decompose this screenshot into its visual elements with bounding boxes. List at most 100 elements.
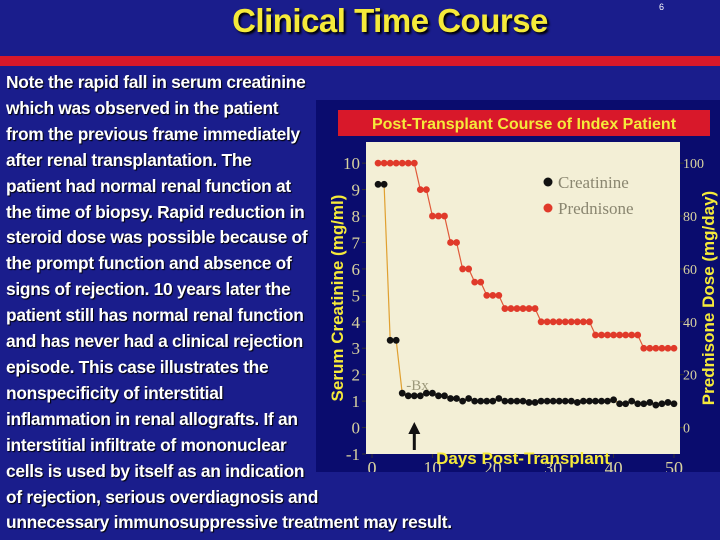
chart-figure: Post-Transplant Course of Index Patient … — [316, 100, 720, 472]
annotation-label: -Bx — [406, 378, 429, 394]
y2-tick-label: 40 — [683, 316, 697, 331]
creatinine-point — [483, 397, 491, 405]
page-number: 6 — [658, 2, 664, 12]
body-line: steroid dose was possible because of — [6, 227, 308, 248]
body-line: after renal transplantation. The — [6, 149, 252, 170]
creatinine-point — [477, 397, 485, 405]
y-tick-label: -1 — [346, 445, 360, 464]
prednisone-point — [561, 318, 569, 326]
prednisone-point — [465, 265, 473, 273]
prednisone-point — [646, 344, 654, 352]
body-line: which was observed in the patient — [6, 97, 279, 118]
prednisone-point — [459, 265, 467, 273]
creatinine-point — [386, 336, 394, 344]
creatinine-point — [501, 397, 509, 405]
prednisone-point — [429, 212, 436, 220]
body-line: of rejection, serious overdiagnosis and — [6, 486, 319, 507]
creatinine-point — [549, 397, 557, 405]
creatinine-point — [519, 397, 527, 405]
prednisone-point — [634, 331, 642, 339]
body-line: and has never had a clinical rejection — [6, 331, 303, 352]
creatinine-point — [429, 389, 436, 397]
body-line: unnecessary immunosuppressive treatment … — [6, 512, 452, 533]
x-tick-label: 0 — [368, 458, 377, 472]
y-tick-label: 0 — [352, 419, 361, 438]
prednisone-point — [398, 159, 406, 167]
body-line: inflammation in renal allografts. If an — [6, 408, 298, 429]
y-tick-label: 10 — [343, 154, 360, 173]
legend-label: Creatinine — [558, 173, 629, 192]
y-tick-label: 7 — [352, 233, 361, 252]
creatinine-point — [598, 397, 605, 405]
creatinine-point — [567, 397, 575, 405]
creatinine-point — [658, 400, 666, 408]
y-axis-label: Serum Creatinine (mg/ml) — [328, 195, 347, 402]
prednisone-point — [658, 344, 666, 352]
y-tick-label: 3 — [352, 339, 361, 358]
prednisone-point — [604, 331, 611, 339]
body-line: from the previous frame immediately — [6, 123, 300, 144]
prednisone-point — [622, 331, 630, 339]
creatinine-point — [573, 399, 581, 406]
creatinine-point — [525, 399, 533, 406]
creatinine-point — [398, 389, 406, 397]
prednisone-point — [640, 344, 648, 352]
prednisone-point — [531, 305, 539, 312]
creatinine-point — [622, 400, 630, 408]
prednisone-point — [501, 305, 509, 312]
creatinine-point — [592, 397, 599, 405]
y-tick-label: 1 — [352, 392, 361, 411]
chart-title-bar — [338, 110, 710, 136]
creatinine-point — [489, 397, 497, 405]
prednisone-point — [392, 159, 400, 167]
x-tick-label: 30 — [544, 458, 562, 472]
prednisone-point — [386, 159, 394, 167]
creatinine-point — [441, 392, 448, 400]
prednisone-point — [670, 344, 678, 352]
y-tick-label: 8 — [352, 207, 361, 226]
prednisone-point — [610, 331, 617, 339]
prednisone-point — [489, 291, 497, 299]
prednisone-point — [477, 278, 485, 286]
x-tick-label: 50 — [665, 458, 683, 472]
creatinine-point — [610, 396, 617, 404]
prednisone-point — [422, 186, 430, 193]
prednisone-point — [519, 305, 527, 312]
y2-axis-label: Prednisone Dose (mg/day) — [699, 191, 718, 405]
y2-tick-label: 0 — [683, 422, 690, 437]
body-text: Note the rapid fall in serum creatinine … — [6, 70, 452, 536]
chart-title: Post-Transplant Course of Index Patient — [372, 116, 677, 133]
creatinine-point — [459, 397, 467, 405]
prednisone-point — [549, 318, 557, 326]
creatinine-point — [616, 400, 624, 408]
prednisone-point — [447, 239, 454, 246]
prednisone-point — [483, 291, 491, 299]
creatinine-point — [422, 389, 430, 397]
creatinine-point — [579, 397, 587, 405]
y2-tick-label: 100 — [683, 157, 704, 172]
prednisone-point — [374, 159, 382, 167]
body-line: interstitial infiltrate of mononuclear — [6, 434, 287, 455]
prednisone-point — [513, 305, 521, 312]
creatinine-point — [555, 397, 563, 405]
body-line: cells is used by itself as an indication — [6, 460, 305, 481]
creatinine-point — [392, 336, 400, 344]
y-tick-label: 4 — [352, 313, 361, 332]
y-tick-label: 2 — [352, 366, 361, 385]
prednisone-point — [495, 291, 503, 299]
creatinine-point — [404, 392, 412, 400]
body-line: episode. This case illustrates the — [6, 356, 269, 377]
prednisone-point — [543, 318, 551, 326]
prednisone-point — [579, 318, 587, 326]
creatinine-point — [537, 397, 545, 405]
title-divider — [0, 56, 720, 66]
creatinine-point — [380, 180, 388, 188]
creatinine-point — [634, 400, 642, 408]
prednisone-point — [404, 159, 412, 167]
prednisone-point — [592, 331, 599, 339]
prednisone-point — [598, 331, 605, 339]
prednisone-point — [586, 318, 593, 326]
creatinine-point — [495, 395, 503, 402]
prednisone-point — [537, 318, 545, 326]
legend-marker — [543, 177, 553, 187]
